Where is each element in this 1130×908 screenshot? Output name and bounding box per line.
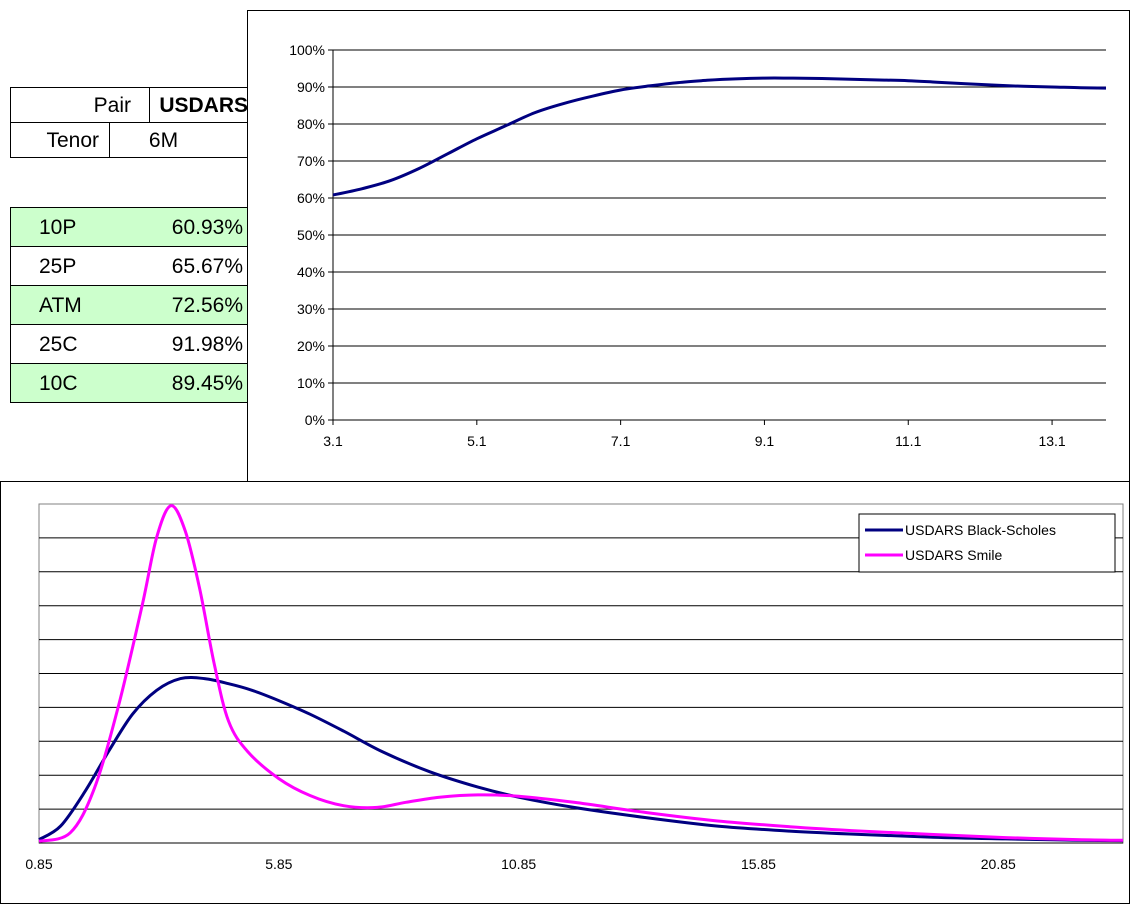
y-tick-label: 20% [297, 338, 325, 354]
smile-chart: 0% 10% 20% 30% 40% 50% 60% 70% 80% 90% 100% 3.1 5.1 7… [289, 42, 1107, 449]
gridlines [328, 49, 1106, 421]
vol-row: 25P 65.67% [10, 246, 248, 286]
legend: USDARS Black-Scholes USDARS Smile [858, 513, 1116, 573]
x-tick-label: 0.85 [25, 856, 52, 872]
y-tick-label: 30% [297, 301, 325, 317]
tenor-label: Tenor [46, 128, 99, 152]
smile-chart-frame: 0% 10% 20% 30% 40% 50% 60% 70% 80% 90% 100% 3.1 5.1 7… [247, 10, 1130, 482]
density-chart-frame: 0.85 5.85 10.85 15.85 20.85 USDARS Black-Scho… [0, 481, 1130, 904]
x-tick-label: 20.85 [981, 856, 1016, 872]
x-tick-label: 3.1 [323, 433, 343, 449]
tenor-value: 6M [148, 128, 179, 152]
y-tick-label: 40% [297, 264, 325, 280]
y-tick-label: 100% [289, 42, 325, 58]
series-line [332, 76, 1107, 197]
vol-row: 10C 89.45% [10, 363, 248, 403]
vol-row-value: 89.45% [171, 371, 243, 395]
pair-label: Pair [93, 93, 131, 117]
x-tick-label: 15.85 [741, 856, 776, 872]
x-tick-label: 11.1 [895, 433, 921, 449]
y-tick-label: 70% [297, 153, 325, 169]
x-tick-label: 10.85 [501, 856, 536, 872]
vol-row: 25C 91.98% [10, 324, 248, 364]
vol-row-label: 10C [39, 371, 78, 395]
pair-value: USDARS [159, 93, 248, 117]
density-chart: 0.85 5.85 10.85 15.85 20.85 USDARS Black-Scho… [25, 503, 1124, 872]
vol-row-value: 60.93% [171, 215, 243, 239]
vol-row-value: 72.56% [171, 293, 243, 317]
series-line [38, 504, 1124, 843]
vol-row-label: 25P [39, 254, 77, 278]
pair-value-cell: USDARS [108, 87, 248, 123]
x-tick-label: 5.85 [265, 856, 292, 872]
y-tick-label: 50% [297, 227, 325, 243]
x-tick-label: 9.1 [755, 433, 775, 449]
legend-label: USDARS Smile [905, 547, 1002, 563]
vol-row-label: 25C [39, 332, 78, 356]
vol-row: 10P 60.93% [10, 207, 248, 247]
vol-row-value: 91.98% [171, 332, 243, 356]
y-tick-label: 0% [305, 412, 325, 428]
x-tick-label: 5.1 [467, 433, 487, 449]
tenor-label-cell: Tenor [10, 122, 110, 158]
y-tick-label: 10% [297, 375, 325, 391]
y-tick-label: 80% [297, 116, 325, 132]
vol-row: ATM 72.56% [10, 285, 248, 325]
legend-label: USDARS Black-Scholes [905, 522, 1056, 538]
gridlines [39, 537, 1123, 810]
series-line [38, 675, 1124, 843]
vol-row-label: ATM [39, 293, 82, 317]
y-tick-label: 60% [297, 190, 325, 206]
y-tick-label: 90% [297, 79, 325, 95]
vol-row-label: 10P [39, 215, 77, 239]
x-tick-label: 13.1 [1038, 433, 1065, 449]
vol-row-value: 65.67% [171, 254, 243, 278]
x-tick-label: 7.1 [611, 433, 631, 449]
tenor-value-cell: 6M [109, 122, 248, 158]
legend-box [858, 513, 1116, 573]
